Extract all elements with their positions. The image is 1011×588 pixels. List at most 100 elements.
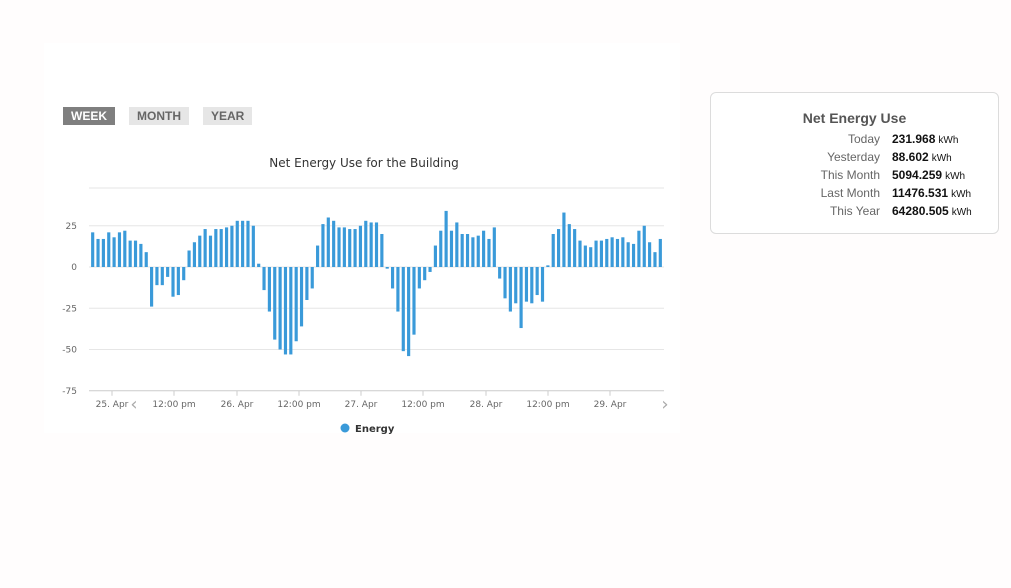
energy-bar[interactable] — [112, 237, 116, 267]
energy-bar[interactable] — [433, 245, 437, 267]
energy-bar[interactable] — [423, 267, 427, 281]
energy-bar[interactable] — [171, 267, 175, 297]
tab-week[interactable]: WEEK — [63, 107, 115, 125]
energy-bar[interactable] — [241, 220, 245, 267]
energy-bar[interactable] — [551, 234, 555, 267]
energy-bar[interactable] — [594, 240, 598, 267]
energy-bar[interactable] — [444, 210, 448, 267]
energy-bar[interactable] — [519, 267, 523, 329]
energy-bar[interactable] — [508, 267, 512, 312]
legend-label[interactable]: Energy — [355, 424, 395, 435]
energy-bar[interactable] — [101, 238, 105, 267]
energy-bar[interactable] — [224, 227, 229, 267]
energy-bar[interactable] — [299, 267, 304, 327]
energy-bar[interactable] — [567, 224, 571, 267]
energy-bar[interactable] — [283, 267, 288, 355]
energy-bar[interactable] — [503, 267, 507, 299]
energy-bar[interactable] — [514, 267, 518, 304]
energy-bar[interactable] — [91, 232, 95, 267]
energy-bar[interactable] — [251, 225, 255, 267]
energy-bar[interactable] — [460, 234, 464, 267]
energy-bar[interactable] — [524, 267, 529, 302]
tab-year[interactable]: YEAR — [203, 107, 253, 125]
energy-bar[interactable] — [166, 267, 170, 277]
energy-bar[interactable] — [235, 220, 239, 267]
energy-bar[interactable] — [557, 229, 561, 267]
energy-bar[interactable] — [257, 263, 261, 267]
energy-bar[interactable] — [262, 267, 266, 291]
energy-bar[interactable] — [160, 267, 164, 286]
energy-bar[interactable] — [337, 227, 341, 267]
energy-bar[interactable] — [294, 267, 298, 342]
energy-bar[interactable] — [535, 267, 539, 296]
energy-bar[interactable] — [428, 267, 432, 272]
energy-bar[interactable] — [653, 252, 657, 267]
energy-bar[interactable] — [562, 212, 566, 267]
energy-bar[interactable] — [605, 238, 609, 267]
energy-bar[interactable] — [187, 250, 191, 268]
energy-bar[interactable] — [369, 222, 373, 267]
energy-bar[interactable] — [123, 230, 127, 267]
energy-bar[interactable] — [621, 237, 625, 267]
energy-bar[interactable] — [176, 267, 180, 296]
energy-bar[interactable] — [150, 267, 154, 307]
energy-bar[interactable] — [348, 229, 352, 267]
energy-bar[interactable] — [637, 230, 641, 267]
energy-bar[interactable] — [353, 229, 357, 267]
energy-bar[interactable] — [133, 240, 138, 267]
energy-bar[interactable] — [117, 232, 122, 267]
energy-bar[interactable] — [615, 238, 620, 267]
energy-bar[interactable] — [476, 235, 480, 267]
energy-bar[interactable] — [192, 242, 197, 267]
energy-bar[interactable] — [401, 267, 405, 352]
energy-bar[interactable] — [139, 243, 143, 267]
energy-bar[interactable] — [380, 234, 384, 267]
energy-bar[interactable] — [530, 267, 534, 304]
energy-bar[interactable] — [326, 217, 330, 268]
energy-bar[interactable] — [332, 220, 336, 267]
energy-bar[interactable] — [631, 243, 636, 267]
energy-bar[interactable] — [364, 220, 368, 267]
energy-bar[interactable] — [583, 245, 587, 267]
energy-bar[interactable] — [439, 230, 443, 267]
energy-bar[interactable] — [546, 265, 550, 267]
energy-bar[interactable] — [358, 225, 363, 267]
energy-bar[interactable] — [642, 225, 646, 267]
energy-bar[interactable] — [321, 224, 325, 267]
energy-bar[interactable] — [219, 229, 223, 267]
energy-bar[interactable] — [278, 267, 282, 350]
energy-bar[interactable] — [492, 227, 496, 267]
energy-bar[interactable] — [390, 267, 395, 289]
energy-bar[interactable] — [573, 229, 577, 267]
chevron-right-icon[interactable]: › — [661, 394, 668, 415]
energy-bar[interactable] — [449, 230, 454, 267]
energy-bar[interactable] — [107, 232, 111, 267]
energy-bar[interactable] — [230, 225, 234, 267]
energy-bar[interactable] — [96, 238, 100, 267]
energy-bar[interactable] — [589, 247, 593, 267]
energy-bar[interactable] — [342, 227, 346, 267]
energy-bar[interactable] — [487, 238, 491, 267]
energy-bar[interactable] — [482, 230, 486, 267]
energy-bar[interactable] — [144, 252, 148, 267]
energy-bar[interactable] — [658, 238, 662, 267]
tab-month[interactable]: MONTH — [129, 107, 189, 125]
energy-bar[interactable] — [203, 229, 207, 267]
energy-bar[interactable] — [316, 245, 320, 267]
energy-bar[interactable] — [471, 237, 475, 267]
energy-bar[interactable] — [396, 267, 400, 312]
energy-bar[interactable] — [374, 222, 379, 267]
energy-bar[interactable] — [267, 267, 271, 312]
energy-bar[interactable] — [155, 267, 159, 286]
energy-bar[interactable] — [412, 267, 416, 335]
energy-bar[interactable] — [246, 220, 250, 267]
energy-bar[interactable] — [599, 240, 603, 267]
energy-bar[interactable] — [540, 267, 545, 302]
energy-bar[interactable] — [455, 222, 459, 267]
energy-bar[interactable] — [289, 267, 293, 355]
legend-marker[interactable] — [340, 423, 350, 433]
energy-bar[interactable] — [465, 234, 470, 267]
energy-bar[interactable] — [385, 267, 389, 269]
chevron-left-icon[interactable]: ‹ — [130, 394, 137, 415]
energy-bar[interactable] — [610, 237, 614, 267]
